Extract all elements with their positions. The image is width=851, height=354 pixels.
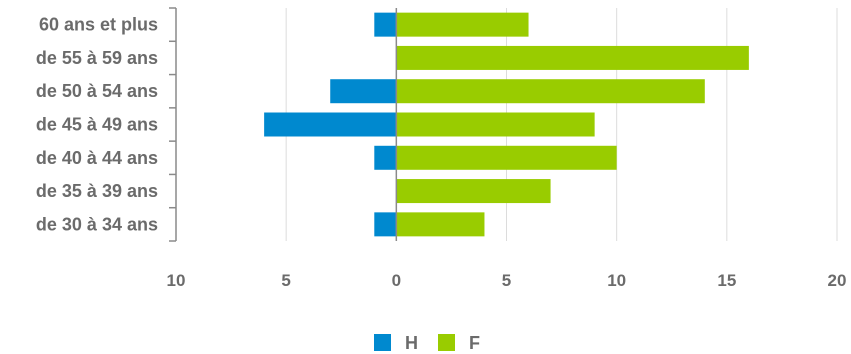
bar-f <box>396 12 529 37</box>
category-labels: 60 ans et plus de 55 à 59 ans de 50 à 54 a… <box>36 15 158 235</box>
category-label: de 30 à 34 ans <box>36 214 158 234</box>
x-tick-label: 5 <box>281 271 290 290</box>
x-tick-label: 5 <box>502 271 511 290</box>
category-label: de 50 à 54 ans <box>36 81 158 101</box>
category-label: de 40 à 44 ans <box>36 148 158 168</box>
bar-f <box>396 179 551 204</box>
bar-f <box>396 79 705 104</box>
legend-label: F <box>469 333 480 353</box>
bars <box>264 12 749 237</box>
category-label: de 35 à 39 ans <box>36 181 158 201</box>
axes <box>169 7 398 242</box>
x-tick-label: 10 <box>167 271 186 290</box>
bar-h <box>264 112 397 137</box>
bar-f <box>396 145 617 170</box>
x-tick-label: 15 <box>717 271 736 290</box>
bar-h <box>374 145 397 170</box>
bar-f <box>396 45 749 70</box>
x-tick-labels: 10 5 0 5 10 15 20 <box>167 271 847 290</box>
bar-f <box>396 212 485 237</box>
legend-swatch <box>438 334 455 351</box>
x-tick-label: 20 <box>828 271 847 290</box>
x-tick-label: 10 <box>607 271 626 290</box>
bar-h <box>330 79 397 104</box>
category-label: de 45 à 49 ans <box>36 115 158 135</box>
category-label: 60 ans et plus <box>39 15 158 35</box>
bar-f <box>396 112 595 137</box>
bar-h <box>374 12 397 37</box>
legend-swatch <box>374 334 391 351</box>
category-label: de 55 à 59 ans <box>36 48 158 68</box>
bar-h <box>374 212 397 237</box>
x-tick-label: 0 <box>392 271 401 290</box>
legend-label: H <box>405 333 418 353</box>
